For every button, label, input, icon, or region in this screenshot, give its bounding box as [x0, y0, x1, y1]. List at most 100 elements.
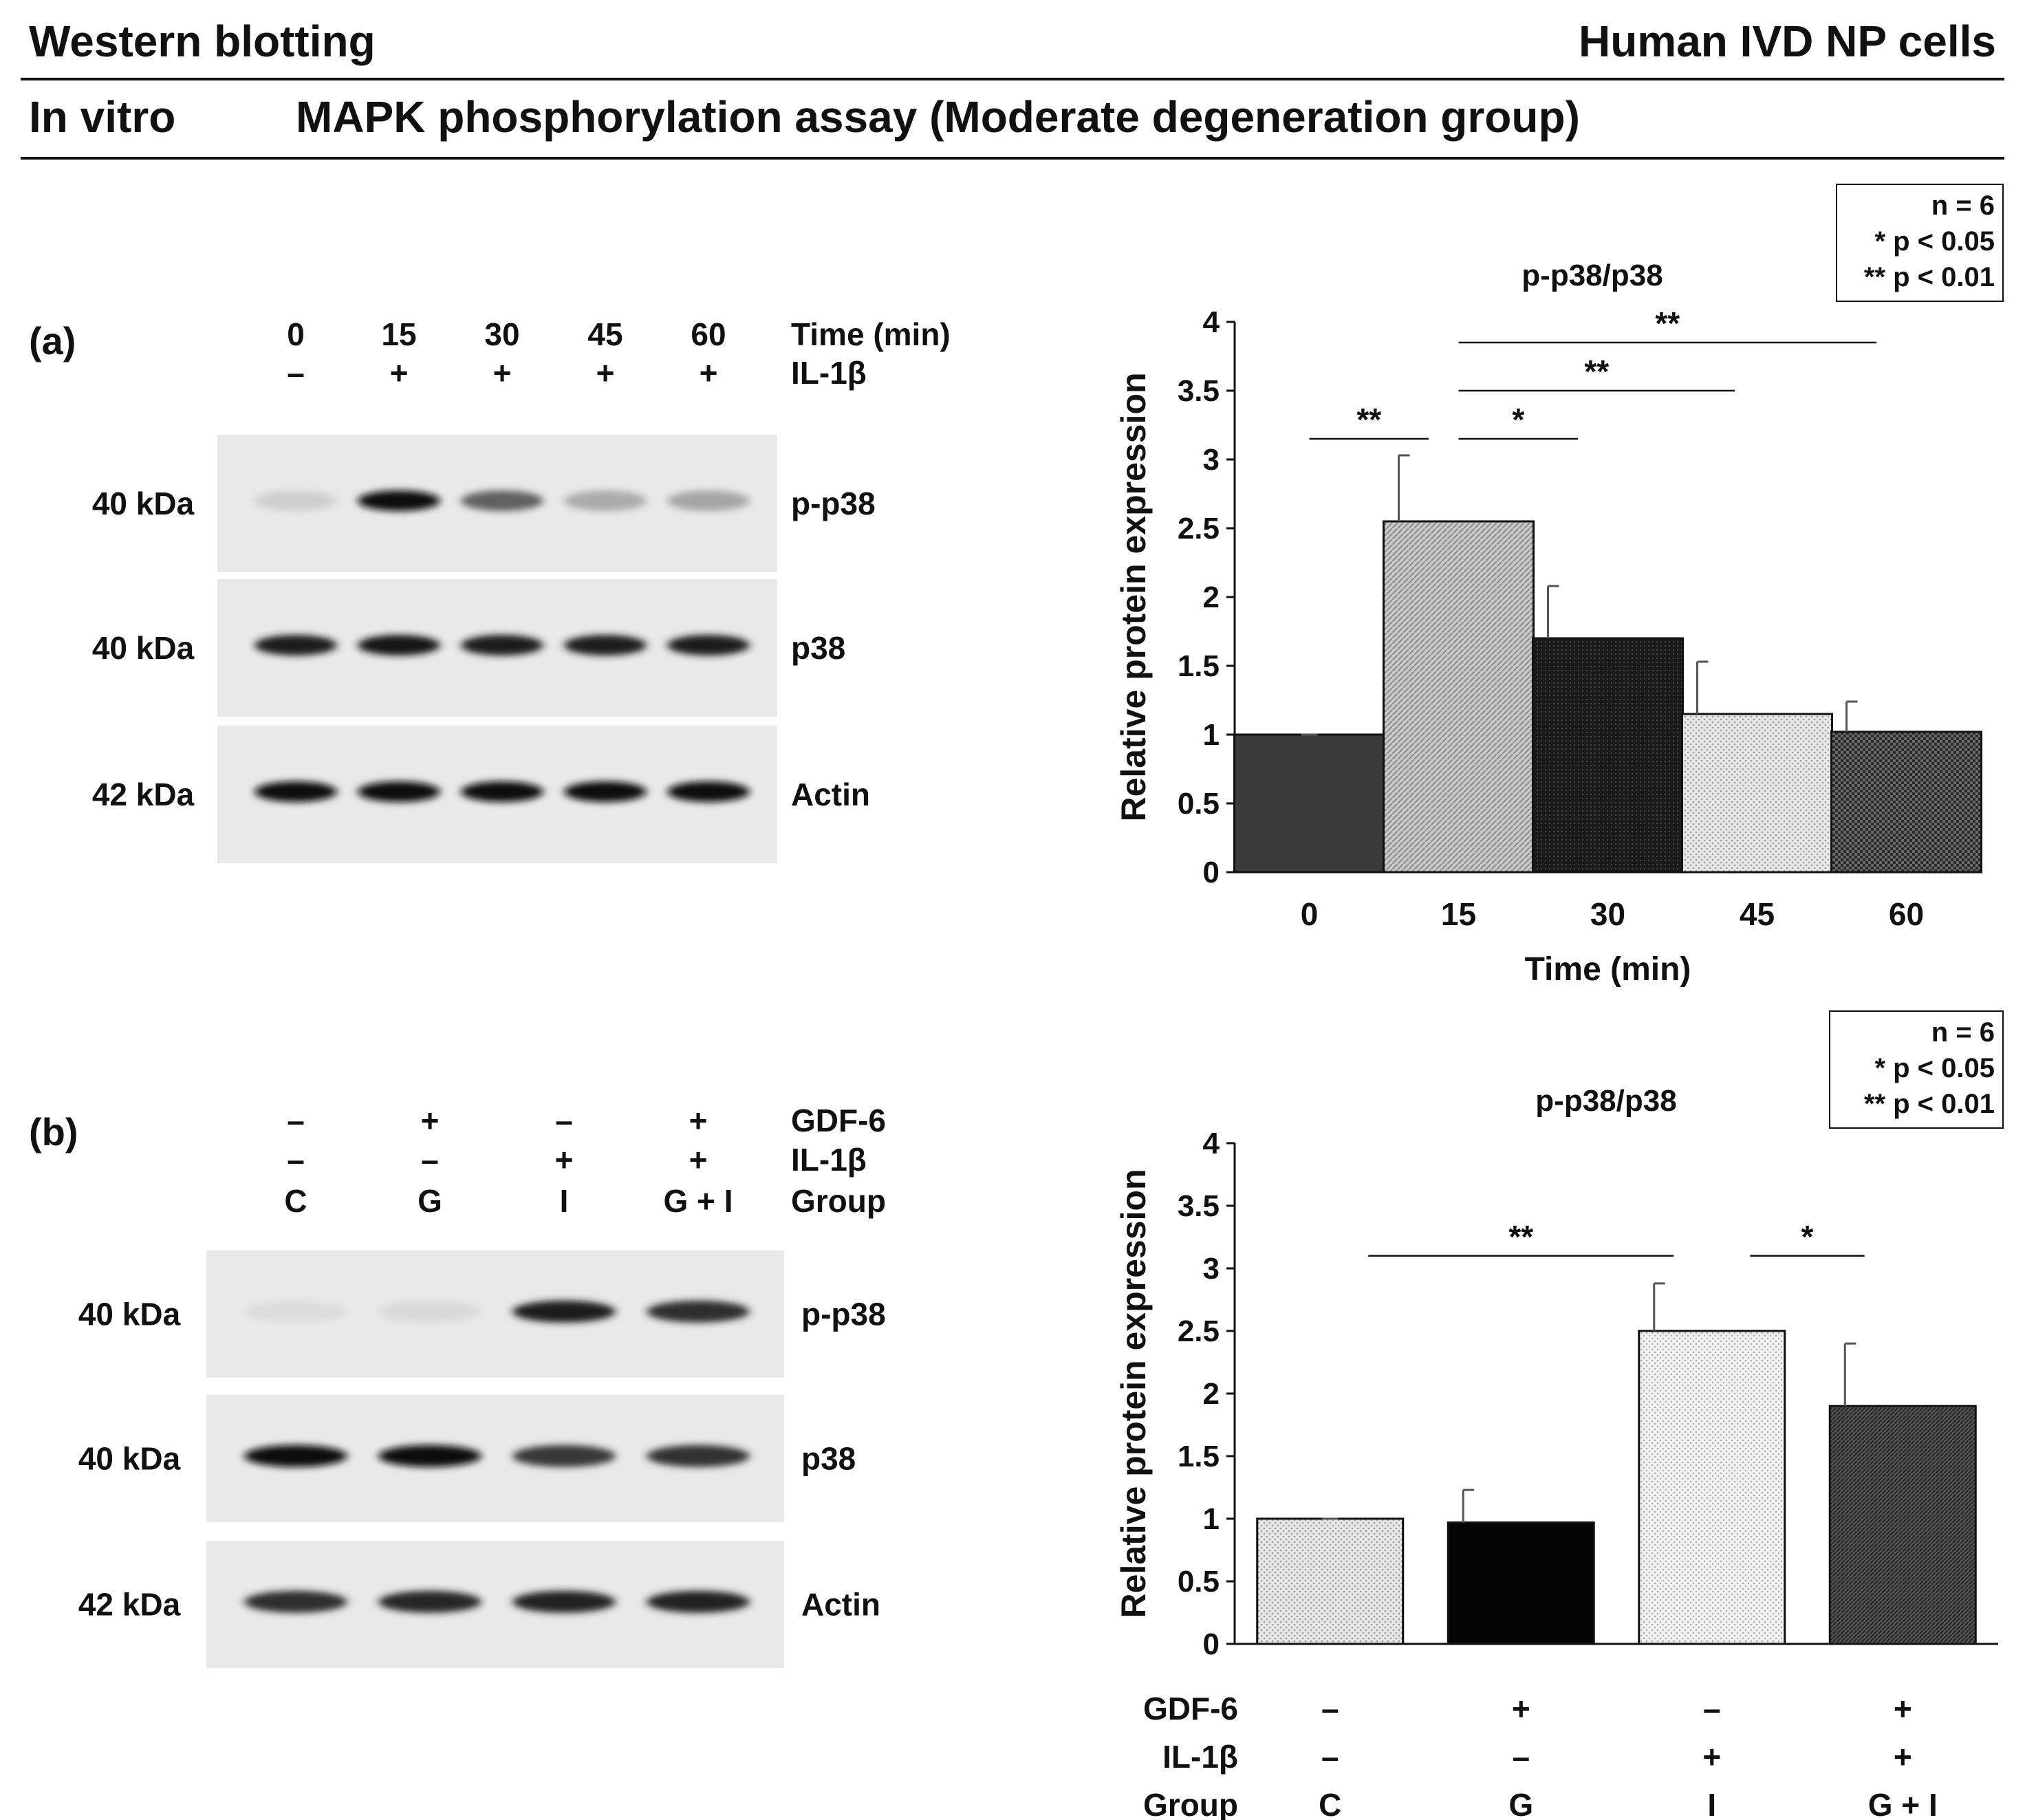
time-label: 30: [484, 316, 519, 352]
y-tick-label: 2.5: [1178, 1314, 1220, 1348]
condition-value: +: [1512, 1691, 1530, 1726]
y-tick-label: 2.5: [1178, 512, 1220, 545]
condition-value: C: [1319, 1787, 1341, 1820]
blot-band: [647, 1300, 750, 1323]
blot-band: [512, 1444, 616, 1467]
significance-legend-entry: ** p < 0.01: [1864, 1089, 1995, 1119]
condition-value: +: [1702, 1739, 1721, 1775]
bar: [1256, 1517, 1405, 1645]
western-blot-panel-b: – + – + GDF-6 – – + + IL-1β C G I G + I Group 40 kDa p-p…: [78, 1103, 886, 1668]
blot-band: [461, 635, 543, 656]
blot-kda-label: 42 kDa: [78, 1587, 181, 1623]
x-tick-label: 15: [1441, 896, 1476, 932]
il1b-sign: +: [390, 355, 409, 391]
condition-row-label: IL-1β: [791, 1142, 867, 1178]
y-tick-label: 0: [1203, 1627, 1220, 1661]
bar: [1638, 1330, 1786, 1645]
y-tick-label: 1: [1203, 718, 1220, 752]
condition-row-label: GDF-6: [1143, 1691, 1238, 1726]
blot-band: [512, 1590, 616, 1613]
condition-value: –: [287, 1103, 305, 1138]
condition-value: G + I: [1868, 1787, 1938, 1820]
condition-value: +: [421, 1103, 440, 1138]
blot-protein-label: Actin: [801, 1587, 880, 1623]
y-axis-label: Relative protein expression: [1114, 1169, 1153, 1618]
significance-stars: *: [1801, 1219, 1814, 1255]
condition-value: –: [1703, 1691, 1721, 1726]
blot-band: [564, 781, 647, 802]
condition-value: –: [555, 1103, 573, 1138]
significance-legend-box: [1829, 1010, 2004, 1129]
y-tick-label: 4: [1203, 1127, 1220, 1160]
y-tick-label: 2: [1203, 1377, 1220, 1411]
blot-band: [244, 1300, 347, 1323]
blot-band: [647, 1590, 750, 1613]
time-row-label: Time (min): [791, 316, 951, 352]
il1b-row-label: IL-1β: [791, 355, 867, 391]
blot-band: [378, 1444, 481, 1467]
y-tick-label: 0.5: [1178, 787, 1220, 821]
blot-protein-label: p38: [801, 1441, 856, 1477]
significance-legend-entry: n = 6: [1931, 1017, 1995, 1048]
condition-value: –: [1512, 1739, 1530, 1775]
blot-kda-label: 40 kDa: [92, 486, 195, 521]
blot-band: [255, 781, 337, 802]
western-blot-panel-a: 0 15 30 45 60 Time (min) – + + + + IL-1β 40 kDa p-p38…: [92, 316, 951, 863]
bar-chart-a: n = 6 * p < 0.05 ** p < 0.01 p-p38/p38 0 0.5 1…: [1114, 184, 2004, 988]
condition-value: G: [1508, 1787, 1533, 1820]
bar: [1828, 1405, 1977, 1645]
chart-title: p-p38/p38: [1522, 259, 1663, 292]
significance-stars: *: [1512, 402, 1524, 437]
blot-band: [244, 1444, 347, 1467]
blot-protein-label: p-p38: [791, 486, 876, 521]
il1b-sign: –: [287, 355, 305, 391]
y-tick-label: 3.5: [1178, 374, 1220, 408]
blot-band: [255, 635, 337, 656]
x-tick-label: 45: [1740, 896, 1775, 932]
bar: [1532, 637, 1684, 874]
blot-band: [358, 781, 440, 802]
condition-value: +: [689, 1142, 708, 1178]
subheader-center: MAPK phosphorylation assay (Moderate deg…: [296, 92, 1580, 142]
significance-stars: **: [1508, 1219, 1533, 1255]
significance-legend-entry: * p < 0.05: [1874, 226, 1995, 257]
condition-value: –: [421, 1142, 439, 1178]
header-left-title: Western blotting: [29, 17, 376, 66]
condition-row-label: Group: [791, 1183, 886, 1219]
x-tick-label: 30: [1590, 896, 1625, 932]
significance-stars: **: [1356, 402, 1381, 437]
blot-band: [244, 1590, 347, 1613]
y-tick-label: 4: [1203, 305, 1220, 339]
condition-value: C: [284, 1183, 307, 1219]
blot-band: [667, 490, 750, 511]
significance-legend-entry: * p < 0.05: [1874, 1053, 1995, 1083]
panel-a-label: (a): [29, 319, 76, 362]
header-right-title: Human IVD NP cells: [1579, 17, 1996, 66]
blot-kda-label: 40 kDa: [92, 630, 195, 666]
y-tick-label: 0: [1203, 856, 1220, 889]
blot-band: [667, 635, 750, 656]
blot-band: [255, 490, 337, 511]
condition-value: –: [1321, 1691, 1339, 1726]
time-label: 15: [381, 316, 416, 352]
bar: [1447, 1521, 1595, 1645]
x-tick-label: 0: [1301, 896, 1319, 932]
condition-row-label: IL-1β: [1162, 1739, 1238, 1775]
panel-b-label: (b): [29, 1110, 78, 1153]
condition-value: –: [287, 1142, 305, 1178]
blot-kda-label: 40 kDa: [78, 1441, 181, 1477]
subheader-left: In vitro: [29, 92, 175, 142]
blot-band: [512, 1300, 616, 1323]
bar: [1830, 730, 1982, 874]
time-label: 0: [287, 316, 305, 352]
blot-protein-label: p-p38: [801, 1297, 886, 1332]
condition-value: G + I: [664, 1183, 733, 1219]
il1b-sign: +: [493, 355, 512, 391]
y-tick-label: 2: [1203, 581, 1220, 614]
condition-value: I: [1707, 1787, 1716, 1820]
blot-kda-label: 42 kDa: [92, 777, 195, 812]
condition-row-label: GDF-6: [791, 1103, 886, 1138]
y-tick-label: 0.5: [1178, 1565, 1220, 1599]
blot-protein-label: p38: [791, 630, 845, 666]
significance-stars: **: [1584, 354, 1609, 389]
